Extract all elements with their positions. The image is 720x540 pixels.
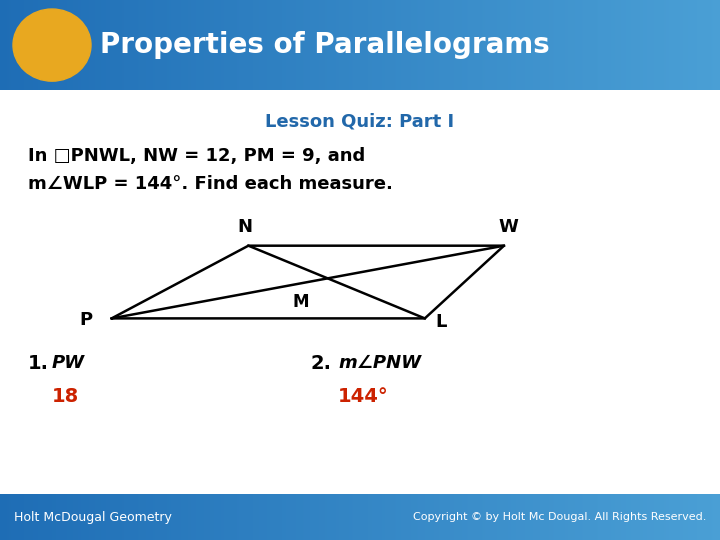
Text: 2.: 2.	[310, 354, 331, 373]
Text: Properties of Parallelograms: Properties of Parallelograms	[100, 31, 550, 59]
Bar	[461, 68, 489, 90]
Bar	[709, 43, 720, 65]
Bar	[585, 43, 613, 65]
Bar	[523, 43, 551, 65]
Bar	[678, 43, 706, 65]
Text: Copyright © by Holt Mc Dougal. All Rights Reserved.: Copyright © by Holt Mc Dougal. All Right…	[413, 512, 706, 522]
Text: 18: 18	[52, 387, 79, 407]
Text: L: L	[436, 313, 447, 332]
Text: M: M	[293, 293, 309, 311]
Bar	[430, 18, 458, 40]
Bar	[461, 0, 489, 15]
Bar	[492, 18, 520, 40]
Bar	[678, 18, 706, 40]
Bar	[647, 43, 675, 65]
Bar	[647, 68, 675, 90]
Bar	[616, 43, 644, 65]
Text: PW: PW	[52, 354, 85, 372]
Bar	[430, 43, 458, 65]
Bar	[523, 68, 551, 90]
Bar	[616, 18, 644, 40]
Text: W: W	[498, 218, 518, 235]
Bar	[678, 68, 706, 90]
Text: Lesson Quiz: Part I: Lesson Quiz: Part I	[266, 113, 454, 131]
Bar	[709, 18, 720, 40]
Bar	[554, 43, 582, 65]
Ellipse shape	[13, 9, 91, 81]
Bar	[492, 68, 520, 90]
Bar	[616, 68, 644, 90]
Bar	[585, 0, 613, 15]
Text: In □PNWL, NW = 12, PM = 9, and: In □PNWL, NW = 12, PM = 9, and	[28, 147, 365, 165]
Bar	[585, 18, 613, 40]
Bar	[430, 68, 458, 90]
Bar	[492, 43, 520, 65]
Text: N: N	[238, 218, 252, 235]
Text: m∠WLP = 144°. Find each measure.: m∠WLP = 144°. Find each measure.	[28, 175, 393, 193]
Text: Holt McDougal Geometry: Holt McDougal Geometry	[14, 510, 172, 524]
Bar	[585, 68, 613, 90]
Bar	[616, 0, 644, 15]
Bar	[523, 18, 551, 40]
Bar	[461, 18, 489, 40]
Text: 1.: 1.	[28, 354, 49, 373]
Text: P: P	[79, 312, 92, 329]
Text: m∠PNW: m∠PNW	[338, 354, 421, 372]
Bar	[492, 0, 520, 15]
Bar	[523, 0, 551, 15]
Bar	[554, 68, 582, 90]
Bar	[709, 68, 720, 90]
Bar	[647, 0, 675, 15]
Bar	[554, 0, 582, 15]
Bar	[678, 0, 706, 15]
Text: 144°: 144°	[338, 387, 389, 407]
Bar	[709, 0, 720, 15]
Bar	[647, 18, 675, 40]
Bar	[430, 0, 458, 15]
Bar	[554, 18, 582, 40]
Bar	[461, 43, 489, 65]
